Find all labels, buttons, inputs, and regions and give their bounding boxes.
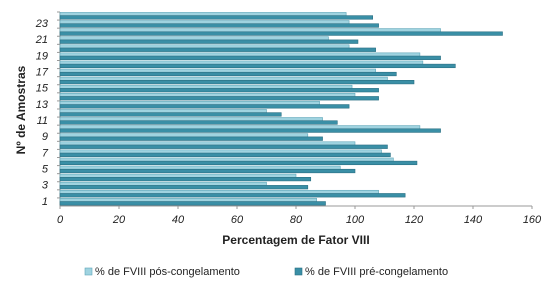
y-tick-label: 11 xyxy=(37,115,48,127)
bar xyxy=(59,31,503,36)
y-axis-title: Nº de Amostras xyxy=(14,65,28,154)
x-tick-label: 80 xyxy=(290,214,303,226)
bar xyxy=(59,96,379,101)
y-tick-label: 21 xyxy=(35,34,48,46)
x-tick-label: 60 xyxy=(231,214,244,226)
y-tick-label: 5 xyxy=(42,164,49,176)
y-tick-label: 3 xyxy=(42,180,49,192)
x-tick-label: 100 xyxy=(346,214,365,226)
y-tick-label: 23 xyxy=(35,18,49,30)
bar xyxy=(59,160,418,166)
bar xyxy=(59,47,376,52)
bar xyxy=(59,185,309,190)
x-axis-title: Percentagem de Fator VIII xyxy=(222,233,369,247)
bar xyxy=(59,63,456,69)
bar xyxy=(59,104,350,109)
bar xyxy=(59,193,406,198)
x-tick-label: 0 xyxy=(57,214,64,226)
x-tick-label: 160 xyxy=(523,214,542,226)
y-tick-label: 7 xyxy=(42,147,49,159)
bar xyxy=(59,177,312,182)
bar xyxy=(59,120,338,125)
y-tick-label: 13 xyxy=(36,99,49,111)
bar xyxy=(59,80,415,85)
y-tick-label: 9 xyxy=(42,131,48,143)
x-tick-label: 120 xyxy=(405,214,424,226)
bar xyxy=(59,136,323,141)
bar xyxy=(59,144,388,149)
bar xyxy=(59,15,374,20)
y-tick-label: 15 xyxy=(36,83,49,95)
bar xyxy=(59,112,282,117)
x-tick-label: 40 xyxy=(172,214,185,226)
y-tick-label: 17 xyxy=(36,67,49,79)
legend-swatch xyxy=(84,267,93,276)
x-tick-label: 20 xyxy=(112,214,126,226)
bar xyxy=(59,201,326,206)
legend-label: % de FVIII pré-congelamento xyxy=(305,266,448,278)
bar xyxy=(59,168,356,174)
x-tick-label: 140 xyxy=(464,214,483,226)
bar xyxy=(59,71,397,77)
y-tick-label: 1 xyxy=(42,196,48,208)
legend-label: % de FVIII pós-congelamento xyxy=(95,266,240,278)
y-tick-label: 19 xyxy=(36,50,48,62)
bar xyxy=(59,152,391,157)
legend-swatch xyxy=(294,267,303,276)
bar xyxy=(59,39,359,44)
bar xyxy=(59,23,379,28)
bar xyxy=(59,55,441,60)
bar xyxy=(59,88,379,93)
bar xyxy=(59,128,441,133)
